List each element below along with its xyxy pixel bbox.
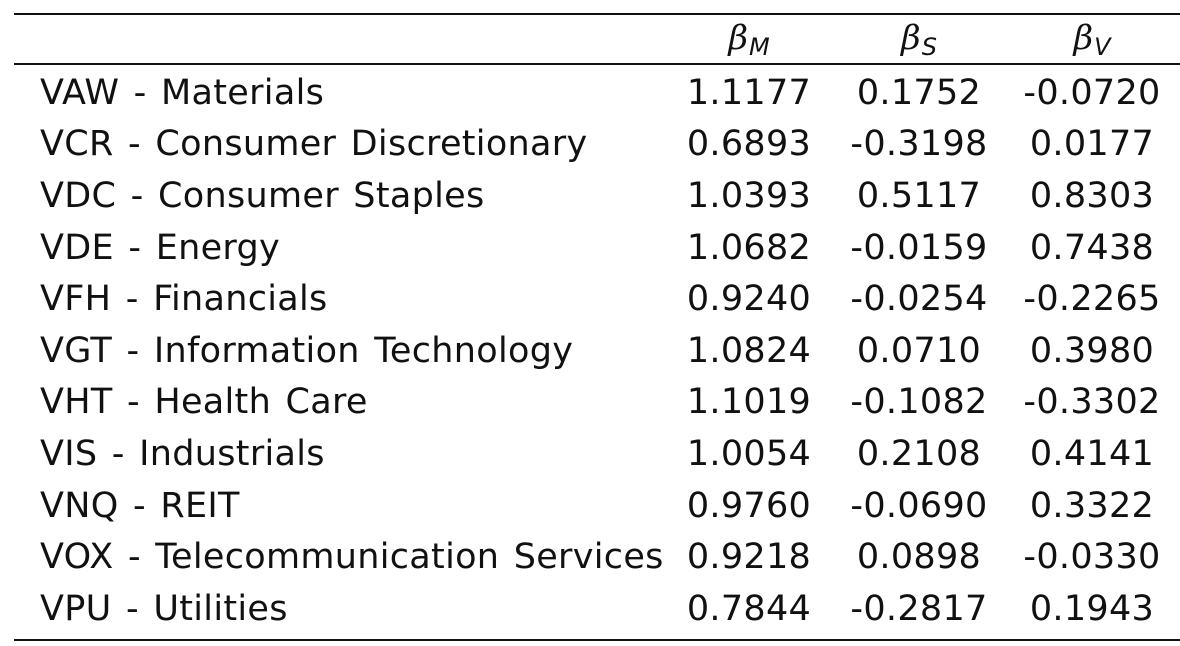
- header-row: βM βS βV: [14, 15, 1180, 59]
- header-beta-s: βS: [834, 15, 1004, 59]
- row-label: VDE - Energy: [40, 227, 281, 268]
- table-row: VOX - Telecommunication Services 0.9218 …: [14, 531, 1180, 583]
- beta-subscript: S: [921, 33, 937, 61]
- beta-m-symbol: βM: [728, 21, 769, 59]
- beta-v-value: -0.0330: [1023, 537, 1161, 578]
- table-row: VNQ - REIT 0.9760 -0.0690 0.3322: [14, 480, 1180, 532]
- beta-m-value: 0.9218: [686, 537, 812, 578]
- table-row: VCR - Consumer Discretionary 0.6893 -0.3…: [14, 119, 1180, 171]
- row-label: VOX - Telecommunication Services: [40, 537, 664, 578]
- beta-v-value: 0.7438: [1029, 227, 1155, 268]
- table-body: VAW - Materials 1.1177 0.1752 -0.0720 VC…: [14, 65, 1180, 635]
- beta-v-value: 0.1943: [1029, 588, 1155, 629]
- beta-m-value: 1.0054: [686, 433, 812, 474]
- beta-v-value: -0.3302: [1023, 382, 1161, 423]
- beta-s-value: -0.0159: [850, 227, 988, 268]
- beta-s-value: -0.1082: [850, 382, 988, 423]
- beta-s-value: -0.0690: [850, 485, 988, 526]
- row-label: VDC - Consumer Staples: [40, 175, 485, 216]
- beta-v-value: 0.0177: [1029, 124, 1155, 165]
- beta-v-value: 0.4141: [1029, 433, 1155, 474]
- row-label: VAW - Materials: [40, 72, 325, 113]
- beta-table: βM βS βV VAW - Materials 1.1177 0.1752: [14, 13, 1180, 641]
- beta-s-value: 0.5117: [856, 175, 982, 216]
- beta-subscript: M: [748, 33, 770, 61]
- beta-m-value: 1.1019: [686, 382, 812, 423]
- row-label: VNQ - REIT: [40, 485, 240, 526]
- beta-s-value: 0.0898: [856, 537, 982, 578]
- beta-symbol: β: [901, 18, 921, 58]
- row-label: VGT - Information Technology: [40, 330, 574, 371]
- beta-s-value: -0.0254: [850, 279, 988, 320]
- table-row: VAW - Materials 1.1177 0.1752 -0.0720: [14, 65, 1180, 119]
- table-row: VFH - Financials 0.9240 -0.0254 -0.2265: [14, 273, 1180, 325]
- beta-s-value: -0.3198: [850, 124, 988, 165]
- header-rule: [14, 63, 1180, 65]
- beta-symbol: β: [1073, 18, 1094, 58]
- row-label: VHT - Health Care: [40, 382, 368, 423]
- header-beta-m: βM: [664, 15, 834, 59]
- beta-coefficients-table: βM βS βV: [14, 15, 1180, 59]
- beta-m-value: 1.0393: [686, 175, 812, 216]
- beta-v-value: 0.3980: [1029, 330, 1155, 371]
- table-header: βM βS βV: [14, 15, 1180, 59]
- beta-v-value: -0.2265: [1023, 279, 1161, 320]
- header-blank: [14, 15, 664, 59]
- header-beta-v: βV: [1004, 15, 1180, 59]
- beta-v-value: -0.0720: [1023, 72, 1161, 113]
- table-row: VDE - Energy 1.0682 -0.0159 0.7438: [14, 222, 1180, 274]
- beta-m-value: 1.0682: [686, 227, 812, 268]
- top-rule: [14, 13, 1180, 15]
- table-row: VDC - Consumer Staples 1.0393 0.5117 0.8…: [14, 170, 1180, 222]
- beta-m-value: 1.1177: [686, 72, 812, 113]
- beta-m-value: 0.7844: [686, 588, 812, 629]
- table-row: VPU - Utilities 0.7844 -0.2817 0.1943: [14, 583, 1180, 635]
- row-label: VIS - Industrials: [40, 433, 325, 474]
- beta-m-value: 0.6893: [686, 124, 812, 165]
- beta-v-value: 0.3322: [1029, 485, 1155, 526]
- beta-s-value: 0.2108: [856, 433, 982, 474]
- beta-s-symbol: βS: [901, 21, 937, 59]
- beta-symbol: β: [728, 18, 748, 58]
- table-row: VHT - Health Care 1.1019 -0.1082 -0.3302: [14, 377, 1180, 429]
- beta-body-table: VAW - Materials 1.1177 0.1752 -0.0720 VC…: [14, 65, 1180, 635]
- table-row: VGT - Information Technology 1.0824 0.07…: [14, 325, 1180, 377]
- row-label: VCR - Consumer Discretionary: [40, 124, 588, 165]
- row-label: VFH - Financials: [40, 279, 328, 320]
- beta-v-symbol: βV: [1073, 21, 1110, 59]
- beta-m-value: 0.9240: [686, 279, 812, 320]
- row-label: VPU - Utilities: [40, 588, 288, 629]
- bottom-rule: [14, 638, 1180, 641]
- beta-v-value: 0.8303: [1029, 175, 1155, 216]
- beta-s-value: -0.2817: [850, 588, 988, 629]
- beta-s-value: 0.1752: [856, 72, 982, 113]
- beta-m-value: 0.9760: [686, 485, 812, 526]
- beta-subscript: V: [1094, 33, 1111, 61]
- table-row: VIS - Industrials 1.0054 0.2108 0.4141: [14, 428, 1180, 480]
- beta-s-value: 0.0710: [856, 330, 982, 371]
- beta-m-value: 1.0824: [686, 330, 812, 371]
